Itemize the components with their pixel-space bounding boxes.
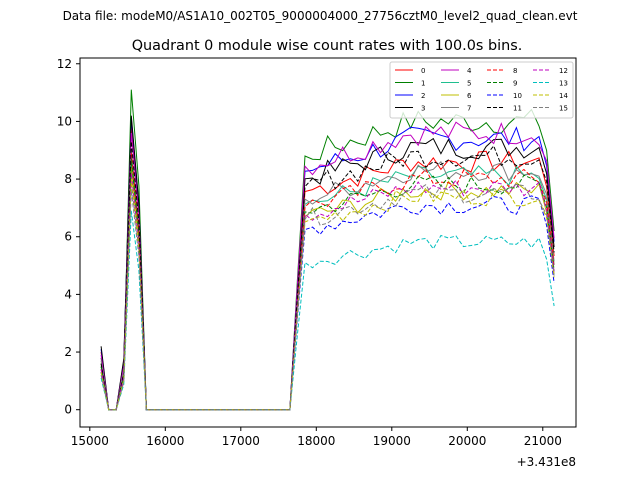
x-tick-label: 16000	[146, 434, 184, 448]
x-tick-label: 15000	[71, 434, 109, 448]
series-line-module-8	[100, 153, 555, 411]
legend-label-module-1: 1	[421, 80, 425, 88]
y-tick-label: 0	[64, 403, 72, 417]
legend-label-module-0: 0	[421, 67, 425, 75]
legend-label-module-13: 13	[559, 80, 568, 88]
series-line-module-14	[100, 179, 555, 411]
y-tick-label: 6	[64, 230, 72, 244]
y-tick-label: 12	[57, 57, 72, 71]
figure-suptitle: Data file: modeM0/AS1A10_002T05_90000040…	[63, 9, 578, 23]
chart-title: Quadrant 0 module wise count rates with …	[132, 38, 523, 54]
y-axis: 0 2 4 6 8 10 12	[57, 57, 80, 417]
x-tick-label: 21000	[524, 434, 562, 448]
legend-label-module-8: 8	[513, 67, 517, 75]
legend-label-module-11: 11	[513, 105, 522, 113]
legend-label-module-14: 14	[559, 92, 568, 100]
y-tick-label: 10	[57, 114, 72, 128]
legend-label-module-12: 12	[559, 67, 568, 75]
x-axis: 15000 16000 17000 18000 19000 20000 21000	[71, 427, 562, 448]
y-tick-label: 2	[64, 345, 72, 359]
series-layer	[100, 89, 555, 411]
x-tick-label: 18000	[297, 434, 335, 448]
series-line-module-11	[100, 141, 555, 411]
plot-frame	[79, 57, 577, 428]
legend-label-module-5: 5	[467, 80, 471, 88]
x-tick-label: 20000	[448, 434, 486, 448]
legend-label-module-10: 10	[513, 92, 522, 100]
legend-label-module-6: 6	[467, 92, 472, 100]
x-tick-label: 17000	[222, 434, 260, 448]
legend-label-module-15: 15	[559, 105, 568, 113]
legend-label-module-2: 2	[421, 92, 425, 100]
series-line-module-15	[100, 183, 555, 411]
legend-label-module-3: 3	[421, 105, 425, 113]
legend-label-module-7: 7	[467, 105, 471, 113]
legend-label-module-4: 4	[467, 67, 472, 75]
y-tick-label: 8	[64, 172, 72, 186]
x-tick-label: 19000	[373, 434, 411, 448]
y-tick-label: 4	[64, 287, 72, 301]
x-offset-label: +3.431e8	[517, 455, 576, 469]
legend-frame	[389, 61, 574, 119]
legend-label-module-9: 9	[513, 80, 517, 88]
